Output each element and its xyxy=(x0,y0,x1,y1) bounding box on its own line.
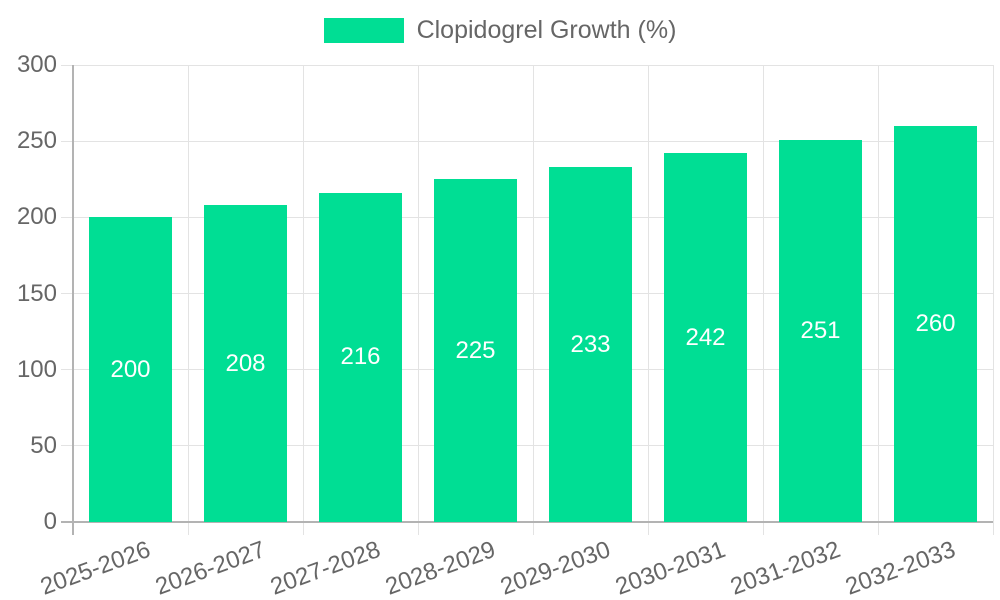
x-tick-mark xyxy=(762,522,764,535)
bar-value-label: 233 xyxy=(570,330,611,358)
y-tick-mark xyxy=(61,64,73,66)
x-tick-mark xyxy=(992,522,994,535)
y-tick-mark xyxy=(61,293,73,294)
bar[interactable]: 225 xyxy=(434,179,517,522)
x-axis-label: 2029-2030 xyxy=(496,536,614,600)
bar-value-label: 216 xyxy=(340,343,381,371)
gridline-x xyxy=(302,65,304,522)
bar[interactable]: 251 xyxy=(779,139,862,522)
y-axis-label: 250 xyxy=(16,127,57,155)
gridline-x xyxy=(992,65,994,522)
x-tick-mark xyxy=(647,522,649,535)
gridline-x xyxy=(187,65,189,522)
legend-label: Clopidogrel Growth (%) xyxy=(416,16,677,44)
y-axis-label: 100 xyxy=(16,355,57,383)
gridline-x xyxy=(417,65,419,522)
y-tick-mark xyxy=(61,216,73,218)
x-tick-mark xyxy=(187,522,189,535)
legend-swatch xyxy=(323,18,404,43)
y-axis-label: 150 xyxy=(16,279,57,307)
bar-value-label: 208 xyxy=(225,349,266,377)
bar[interactable]: 208 xyxy=(204,205,287,522)
y-axis-label: 300 xyxy=(16,51,57,78)
x-axis-label: 2032-2033 xyxy=(841,536,959,600)
y-tick-mark xyxy=(61,369,73,371)
y-tick-mark xyxy=(61,445,73,447)
x-axis-label: 2031-2032 xyxy=(726,536,844,600)
bar-value-label: 260 xyxy=(915,309,956,337)
gridline-x xyxy=(647,65,649,522)
bar[interactable]: 216 xyxy=(319,192,402,522)
x-tick-mark xyxy=(532,522,534,535)
x-axis-label: 2026-2027 xyxy=(151,536,269,600)
bar-value-label: 242 xyxy=(685,323,726,351)
gridline-x xyxy=(762,65,764,522)
x-axis-label: 2028-2029 xyxy=(381,536,499,600)
y-tick-mark xyxy=(61,140,73,142)
x-axis-label: 2025-2026 xyxy=(36,536,154,600)
y-axis-label: 50 xyxy=(30,431,57,459)
x-tick-mark xyxy=(302,522,304,535)
bar[interactable]: 260 xyxy=(894,125,977,522)
y-axis-line xyxy=(72,65,74,535)
gridline-x xyxy=(532,65,534,522)
y-axis-label: 0 xyxy=(43,508,57,535)
x-axis-label: 2027-2028 xyxy=(266,536,384,600)
x-axis-label: 2030-2031 xyxy=(611,536,729,600)
y-axis-label: 200 xyxy=(16,203,57,231)
x-tick-mark xyxy=(877,522,879,535)
bar-value-label: 225 xyxy=(455,336,496,364)
bar[interactable]: 242 xyxy=(664,153,747,522)
x-axis-line xyxy=(61,521,993,523)
bar[interactable]: 233 xyxy=(549,167,632,522)
bar[interactable]: 200 xyxy=(89,217,172,522)
gridline-x xyxy=(877,65,879,522)
bar-value-label: 200 xyxy=(110,355,151,383)
bar-value-label: 251 xyxy=(800,316,841,344)
legend-item[interactable]: Clopidogrel Growth (%) xyxy=(0,18,1000,43)
x-tick-mark xyxy=(417,522,419,535)
